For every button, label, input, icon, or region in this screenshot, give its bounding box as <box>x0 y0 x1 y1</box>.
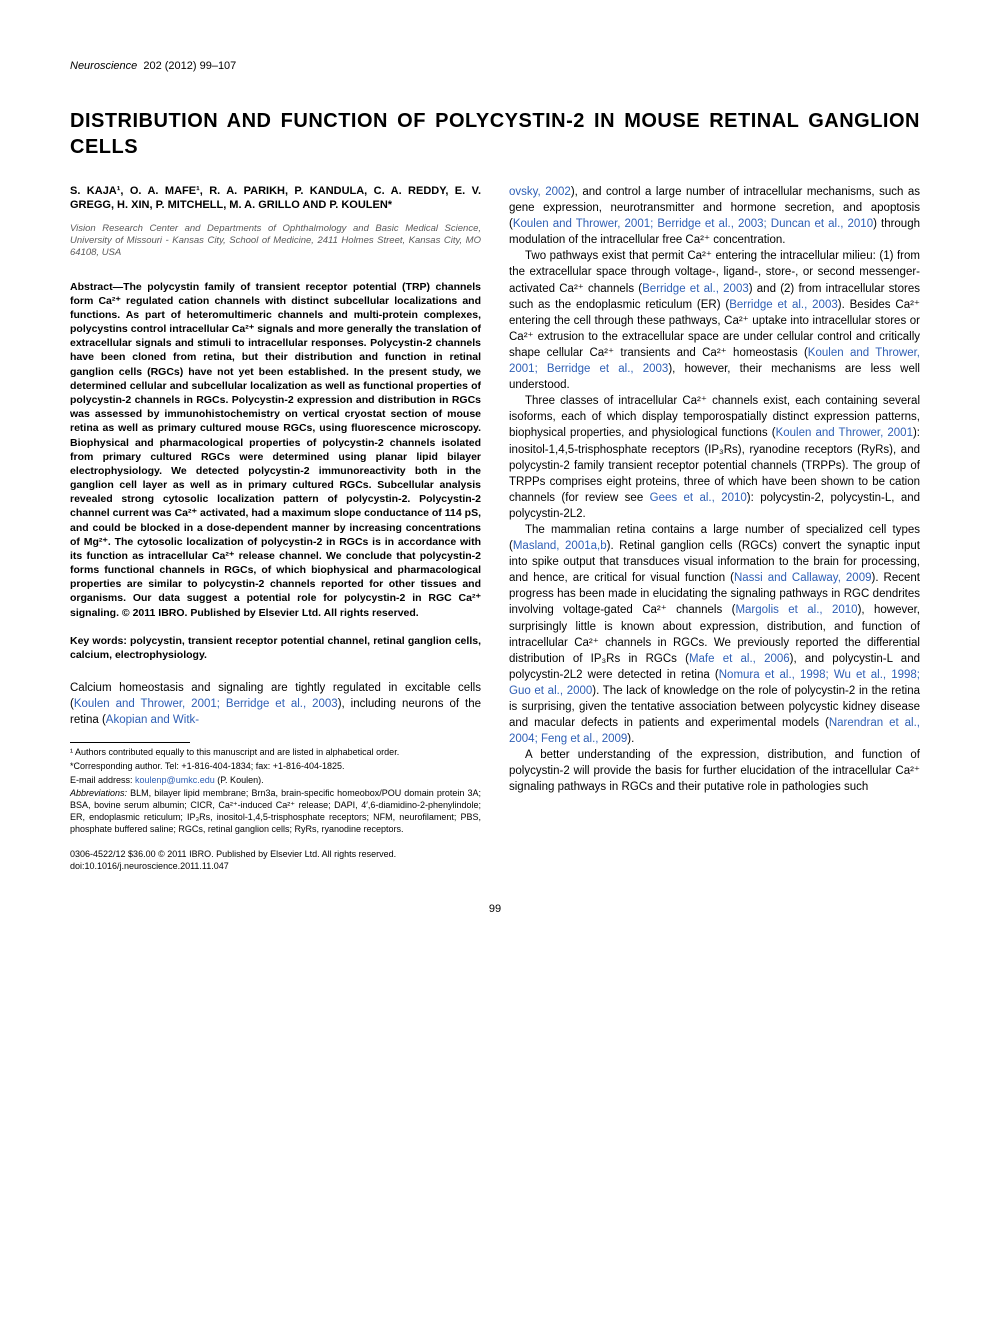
citation-link[interactable]: Nassi and Callaway, 2009 <box>734 572 872 584</box>
footnote-equal-contrib: ¹ Authors contributed equally to this ma… <box>70 747 481 759</box>
footnotes: ¹ Authors contributed equally to this ma… <box>70 747 481 835</box>
footnote-divider <box>70 742 190 743</box>
page-number: 99 <box>70 903 920 915</box>
email-suffix: (P. Koulen). <box>215 775 264 785</box>
affiliation: Vision Research Center and Departments o… <box>70 223 481 260</box>
authors-list: S. KAJA¹, O. A. MAFE¹, R. A. PARIKH, P. … <box>70 184 481 213</box>
citation-link[interactable]: Gees et al., 2010 <box>650 492 747 504</box>
journal-volume: 202 (2012) 99–107 <box>143 60 236 72</box>
citation-link[interactable]: Koulen and Thrower, 2001 <box>776 427 913 439</box>
citation-link[interactable]: Margolis et al., 2010 <box>735 604 857 616</box>
citation-link[interactable]: Koulen and Thrower, 2001; Berridge et al… <box>74 698 338 710</box>
email-label: E-mail address: <box>70 775 135 785</box>
left-body-text: Calcium homeostasis and signaling are ti… <box>70 680 481 728</box>
citation-link[interactable]: ovsky, 2002 <box>509 186 571 198</box>
abbrev-text: BLM, bilayer lipid membrane; Brn3a, brai… <box>70 788 481 833</box>
citation-link[interactable]: Akopian and Witk- <box>106 714 199 726</box>
email-link[interactable]: koulenp@umkc.edu <box>135 775 215 785</box>
citation-link[interactable]: Koulen and Thrower, 2001; Berridge et al… <box>513 218 873 230</box>
citation-link[interactable]: Berridge et al., 2003 <box>729 299 838 311</box>
copyright: 0306-4522/12 $36.00 © 2011 IBRO. Publish… <box>70 849 920 872</box>
journal-name: Neuroscience <box>70 60 137 72</box>
abstract: Abstract—The polycystin family of transi… <box>70 280 481 620</box>
citation-link[interactable]: Masland, 2001a,b <box>513 540 607 552</box>
journal-header: Neuroscience 202 (2012) 99–107 <box>70 60 920 72</box>
article-title: DISTRIBUTION AND FUNCTION OF POLYCYSTIN-… <box>70 108 920 160</box>
left-column: S. KAJA¹, O. A. MAFE¹, R. A. PARIKH, P. … <box>70 184 481 837</box>
keywords: Key words: polycystin, transient recepto… <box>70 634 481 662</box>
right-column: ovsky, 2002), and control a large number… <box>509 184 920 837</box>
two-column-layout: S. KAJA¹, O. A. MAFE¹, R. A. PARIKH, P. … <box>70 184 920 837</box>
citation-link[interactable]: Berridge et al., 2003 <box>642 283 749 295</box>
doi-line: doi:10.1016/j.neuroscience.2011.11.047 <box>70 861 920 873</box>
abbrev-label: Abbreviations: <box>70 788 127 798</box>
body-text: ). <box>627 733 634 745</box>
copyright-line-1: 0306-4522/12 $36.00 © 2011 IBRO. Publish… <box>70 849 920 861</box>
citation-link[interactable]: Mafe et al., 2006 <box>689 653 790 665</box>
body-text: A better understanding of the expression… <box>509 749 920 793</box>
footnote-corresponding: *Corresponding author. Tel: +1-816-404-1… <box>70 761 481 773</box>
